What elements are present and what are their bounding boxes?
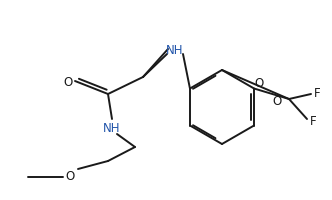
Text: F: F bbox=[310, 115, 316, 128]
Text: NH: NH bbox=[166, 43, 184, 56]
Text: O: O bbox=[272, 95, 281, 108]
Text: O: O bbox=[63, 76, 73, 89]
Text: O: O bbox=[65, 170, 75, 183]
Text: O: O bbox=[255, 77, 264, 90]
Text: NH: NH bbox=[103, 121, 121, 134]
Text: F: F bbox=[314, 87, 320, 100]
